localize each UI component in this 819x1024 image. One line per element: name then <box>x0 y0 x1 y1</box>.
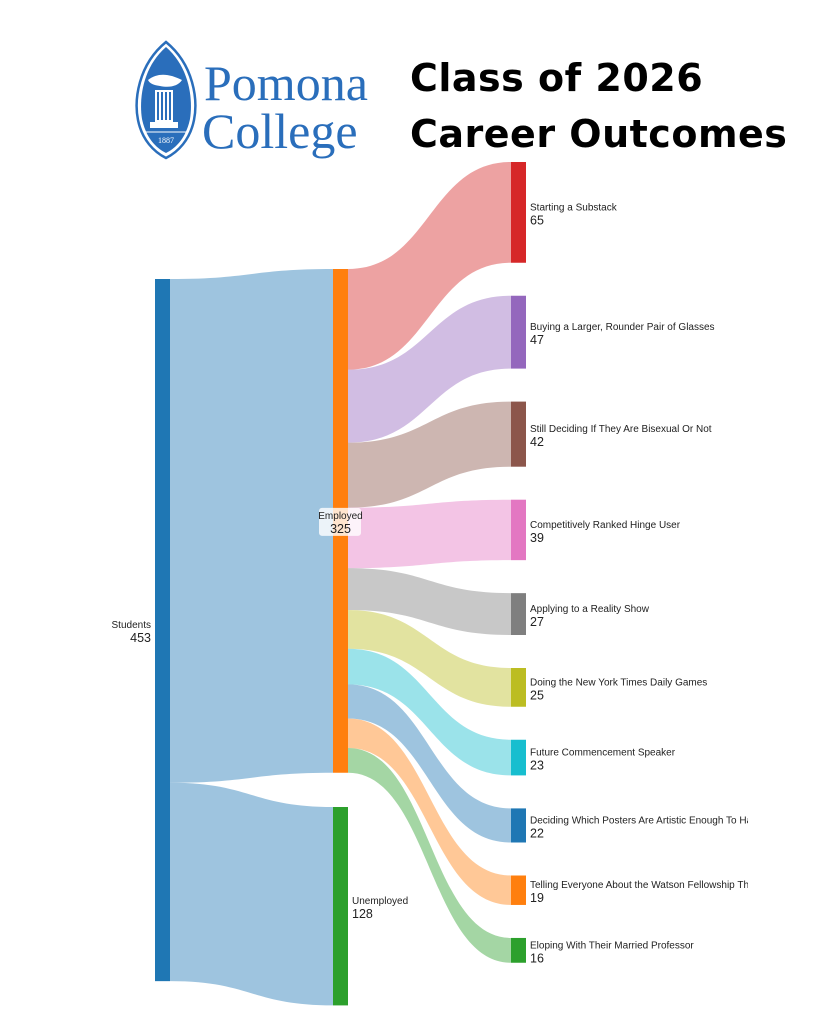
node-t5[interactable] <box>511 668 526 707</box>
node-label: Students <box>112 620 151 631</box>
node-value: 128 <box>352 907 373 921</box>
node-t4[interactable] <box>511 593 526 635</box>
link-employed-t5[interactable] <box>348 610 511 707</box>
link-employed-t1[interactable] <box>348 295 511 443</box>
node-t7[interactable] <box>511 808 526 843</box>
sankey-links <box>170 162 511 1006</box>
node-label: Deciding Which Posters Are Artistic Enou… <box>530 815 796 826</box>
node-label: Applying to a Reality Show <box>530 604 650 615</box>
link-students-unemployed[interactable] <box>170 782 333 1006</box>
node-value: 22 <box>530 826 544 840</box>
node-value: 19 <box>530 891 544 905</box>
page-title: Class of 2026 Career Outcomes <box>410 50 787 162</box>
node-label: Starting a Substack <box>530 202 618 213</box>
node-label: Competitively Ranked Hinge User <box>530 520 681 531</box>
node-value: 27 <box>530 615 544 629</box>
title-line1: Class of 2026 <box>410 56 704 100</box>
link-employed-t7[interactable] <box>348 684 511 843</box>
link-employed-t2[interactable] <box>348 401 511 508</box>
node-label: Unemployed <box>352 896 408 907</box>
link-employed-t9[interactable] <box>348 747 511 963</box>
logo-year: 1887 <box>158 136 174 145</box>
node-value: 42 <box>530 435 544 449</box>
link-employed-t6[interactable] <box>348 648 511 776</box>
node-unemployed[interactable] <box>333 807 348 1006</box>
node-label: Still Deciding If They Are Bisexual Or N… <box>530 424 712 435</box>
node-value: 325 <box>330 522 351 536</box>
node-t9[interactable] <box>511 937 526 963</box>
link-employed-t3[interactable] <box>348 499 511 569</box>
node-label: Eloping With Their Married Professor <box>530 940 694 951</box>
node-label: Future Commencement Speaker <box>530 748 676 759</box>
node-value: 16 <box>530 951 544 965</box>
node-t2[interactable] <box>511 401 526 467</box>
node-value: 23 <box>530 759 544 773</box>
node-value: 453 <box>130 631 151 645</box>
node-label: Buying a Larger, Rounder Pair of Glasses <box>530 322 715 333</box>
node-label: Telling Everyone About the Watson Fellow… <box>530 880 798 891</box>
title-line2: Career Outcomes <box>410 112 788 156</box>
node-t1[interactable] <box>511 295 526 369</box>
node-t3[interactable] <box>511 499 526 561</box>
node-value: 25 <box>530 688 544 702</box>
link-employed-t0[interactable] <box>348 162 511 370</box>
employed-label-bg <box>319 507 361 536</box>
node-value: 47 <box>530 333 544 347</box>
node-t8[interactable] <box>511 875 526 905</box>
link-employed-t8[interactable] <box>348 718 511 905</box>
node-students[interactable] <box>155 279 170 982</box>
node-label: Employed <box>318 511 362 522</box>
logo-name-line2: College <box>202 103 358 159</box>
pomona-college-logo: 1887 Pomona College <box>135 40 368 160</box>
link-students-employed[interactable] <box>170 269 333 783</box>
node-t6[interactable] <box>511 739 526 776</box>
link-employed-t4[interactable] <box>348 568 511 635</box>
node-label: Doing the New York Times Daily Games <box>530 677 707 688</box>
node-value: 65 <box>530 213 544 227</box>
node-value: 39 <box>530 531 544 545</box>
logo-name-line1: Pomona <box>204 55 368 111</box>
node-t0[interactable] <box>511 162 526 263</box>
